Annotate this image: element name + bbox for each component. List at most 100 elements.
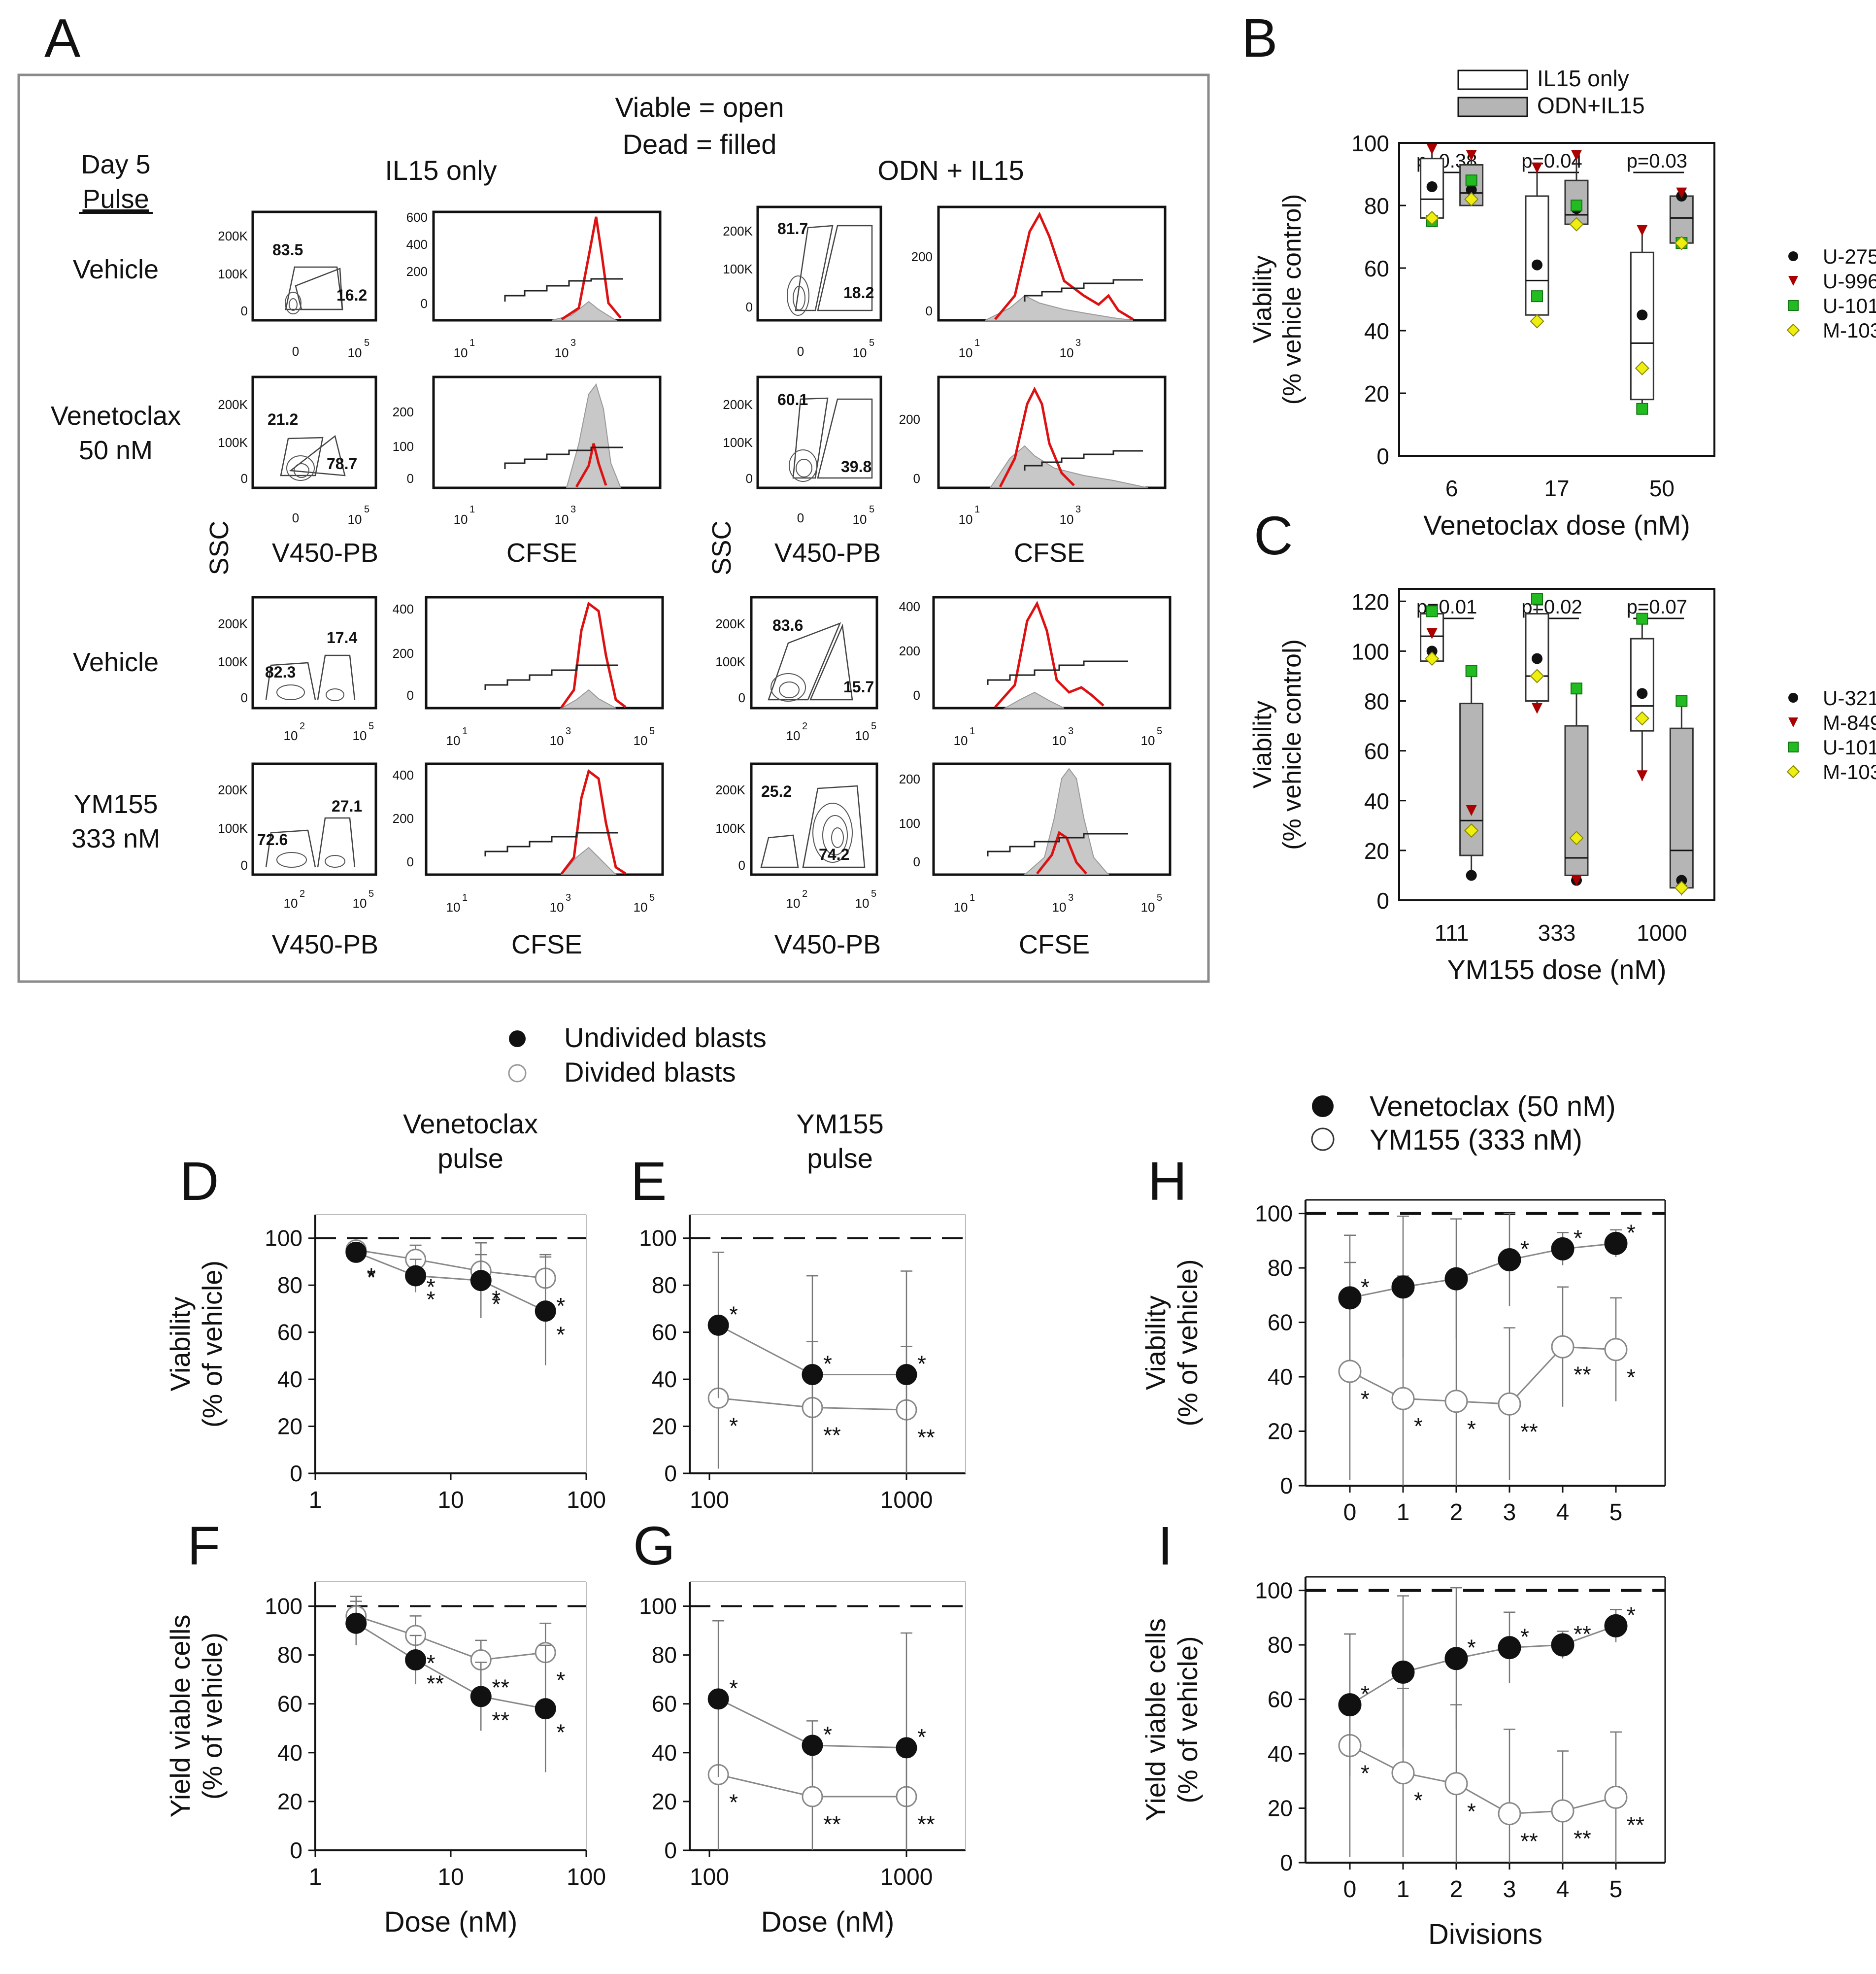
ytick-200k: 200K [715, 616, 745, 631]
xtick-10-5: 10 [634, 900, 648, 915]
y-tick-label: 100 [265, 1225, 302, 1251]
ytick-100k: 100K [218, 267, 248, 281]
y-axis-title-units: (% of vehicle) [197, 1260, 228, 1428]
significance-marker: * [729, 1675, 738, 1701]
legend-label-undivided: Undivided blasts [564, 1022, 767, 1053]
significance-marker: ** [427, 1671, 444, 1697]
flow-row-2: 200K 100K 0 21.2 78.7 0 10 5 200 100 0 1… [218, 375, 1167, 527]
significance-marker: ** [492, 1707, 509, 1733]
xtick-exp: 2 [802, 888, 807, 899]
axis-cfse-il15-mid: CFSE [506, 538, 577, 568]
title-e-line1: YM155 [796, 1108, 883, 1139]
y-tick-label: 60 [652, 1691, 677, 1717]
legend-marker-filled [509, 1030, 526, 1047]
xtick-10-3: 10 [1052, 733, 1067, 748]
data-point-u-1013 [1465, 665, 1477, 677]
y-tick-label: 20 [1268, 1419, 1293, 1444]
data-point-m-849 [1637, 770, 1648, 782]
data-point-filled [1604, 1231, 1628, 1255]
xtick-10-1: 10 [959, 345, 973, 360]
gate-pct-viable: 25.2 [761, 783, 792, 800]
ytick: 400 [393, 602, 414, 616]
data-point-filled [470, 1270, 492, 1292]
gate-dead [802, 785, 866, 868]
legend-dg: Undivided blasts Divided blasts [508, 1022, 767, 1088]
x-tick-label: 3 [1503, 1876, 1516, 1903]
y-tick-label: 40 [1364, 788, 1389, 814]
significance-marker: ** [1627, 1812, 1644, 1838]
gate-viable [792, 397, 829, 479]
significance-marker: ** [1520, 1829, 1538, 1854]
plot-frame [251, 210, 377, 322]
gate-pct-viable: 72.6 [257, 831, 288, 849]
chart-i: 0 20 40 60 80 100 0 1 2 3 4 5 Yield viable cells (% o… [1140, 1576, 1666, 1950]
y-tick-label: 40 [1268, 1364, 1293, 1390]
ytick: 400 [406, 237, 428, 252]
xtick-0: 0 [797, 511, 804, 525]
xtick-exp: 3 [566, 892, 571, 903]
legend-label: U-996 [1823, 270, 1876, 293]
data-point-filled [896, 1737, 917, 1759]
contour [812, 803, 853, 863]
y-axis-title: Viability [1248, 701, 1277, 788]
significance-marker: * [917, 1351, 926, 1377]
gate-dead [289, 435, 346, 476]
ytick: 200 [911, 249, 933, 264]
significance-marker: * [1361, 1386, 1370, 1412]
y-tick-label: 80 [1268, 1255, 1293, 1281]
y-tick-label: 60 [652, 1320, 677, 1345]
ytick: 200 [393, 405, 414, 419]
x-tick-label: 6 [1445, 476, 1458, 501]
xtick-10-3: 10 [555, 345, 569, 360]
ytick: 200 [899, 772, 920, 786]
y-tick-label: 20 [1364, 381, 1389, 407]
y-tick-label: 100 [1255, 1578, 1293, 1603]
data-point-m-1031 [1530, 314, 1544, 329]
y-tick-label: 80 [652, 1642, 677, 1668]
xtick-exp: 1 [974, 504, 980, 515]
xtick-10-1: 10 [454, 512, 468, 527]
gate-pct-viable: 60.1 [777, 391, 808, 408]
significance-marker: ** [1574, 1361, 1591, 1387]
significance-marker: * [917, 1724, 926, 1750]
xtick-10-3: 10 [550, 900, 564, 915]
y-tick-label: 20 [277, 1414, 302, 1439]
division-gates [1024, 279, 1143, 302]
x-tick-label: 100 [690, 1864, 729, 1890]
xtick-10-3: 10 [1060, 512, 1074, 527]
significance-marker: * [1520, 1236, 1529, 1262]
xtick-exp: 3 [1068, 892, 1073, 903]
y-tick-label: 60 [277, 1691, 302, 1717]
xtick-10-2: 10 [284, 896, 298, 911]
ytick-200k: 200K [218, 616, 248, 631]
data-point-open [1551, 1799, 1574, 1823]
ytick: 200 [899, 644, 920, 658]
data-point-u-321 [1426, 646, 1438, 657]
significance-marker: ** [1520, 1419, 1538, 1444]
dead-histogram [566, 383, 622, 488]
box-body [1669, 727, 1694, 889]
panel-label-f: F [187, 1516, 220, 1576]
col-header-odn: ODN + IL15 [877, 155, 1024, 186]
ytick: 0 [913, 854, 920, 869]
significance-marker: * [556, 1668, 565, 1693]
legend-marker [1788, 693, 1798, 703]
data-point-filled [405, 1265, 427, 1287]
x-axis-title: YM155 dose (nM) [1447, 954, 1666, 985]
axis-v450-il15-mid: V450-PB [272, 538, 378, 568]
plot-frame [251, 375, 377, 489]
legend-label: U-275 [1823, 245, 1876, 268]
dead-histogram [560, 689, 616, 709]
legend-label: U-1013 [1823, 294, 1876, 317]
xtick-10-1: 10 [454, 345, 468, 360]
y-tick-label: 0 [664, 1838, 677, 1863]
significance-marker: * [1627, 1602, 1636, 1628]
xtick-exp: 3 [1075, 504, 1081, 515]
row-label-venetoclax: Venetoclax [51, 401, 181, 431]
x-tick-label: 10 [437, 1487, 464, 1513]
legend-marker [1788, 717, 1798, 727]
legend-marker-open [1311, 1127, 1335, 1151]
y-axis-title-units: (% vehicle control) [1278, 639, 1306, 850]
panel-label-a: A [44, 8, 81, 68]
